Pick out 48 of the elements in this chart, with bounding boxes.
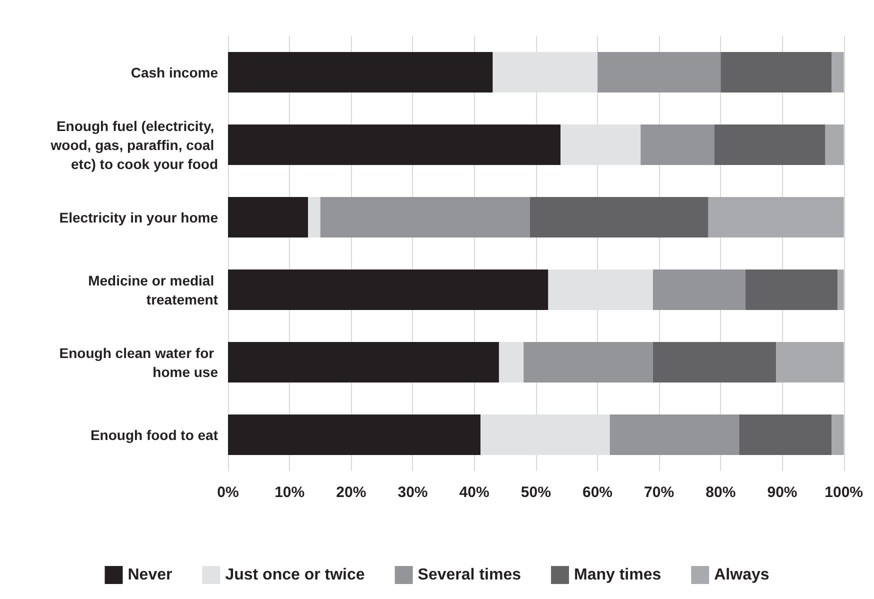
y-tick-label: Medicine or medial treatement <box>88 272 218 308</box>
x-tick-label: 40% <box>459 484 490 501</box>
bar <box>832 52 844 93</box>
x-tick-label: 10% <box>274 484 305 501</box>
bar <box>745 269 838 310</box>
x-tick-label: 50% <box>520 484 551 501</box>
bar <box>739 414 832 456</box>
x-tick-label: 20% <box>336 484 366 501</box>
x-tick-label: 30% <box>398 484 428 501</box>
x-tick-label: 80% <box>706 484 736 501</box>
bar <box>228 269 548 310</box>
bar <box>832 414 844 456</box>
bar <box>652 269 746 310</box>
bar <box>597 52 721 93</box>
legend-label: Many times <box>574 566 662 584</box>
bar <box>838 269 844 310</box>
y-tick-label: Electricity in your home <box>59 209 218 226</box>
bar <box>652 342 776 383</box>
bar <box>524 342 653 383</box>
bar <box>720 52 832 93</box>
bar <box>708 196 844 238</box>
y-tick-label: Enough clean water for home use <box>59 344 218 380</box>
legend-label: Always <box>714 566 770 584</box>
bar <box>228 52 493 93</box>
bar <box>825 124 844 166</box>
bar <box>530 196 708 238</box>
bar <box>776 342 844 383</box>
bar <box>228 124 561 166</box>
bar <box>228 342 499 383</box>
bar <box>640 124 714 166</box>
bar <box>228 414 480 456</box>
x-tick-label: 100% <box>824 484 864 501</box>
x-tick-label: 90% <box>767 484 798 501</box>
x-tick-label: 70% <box>644 484 674 501</box>
legend-label: Several times <box>418 566 522 584</box>
bar <box>308 196 320 238</box>
y-tick-label: Enough fuel (electricity, wood, gas, paraffin, coal etc) to cook your food <box>50 118 218 172</box>
x-tick-label: 0% <box>217 484 239 501</box>
bar <box>714 124 826 166</box>
bar <box>228 196 308 238</box>
bar <box>498 342 524 383</box>
legend-label: Never <box>128 566 172 584</box>
y-tick-label: Enough food to eat <box>90 426 218 443</box>
x-tick-label: 60% <box>582 484 613 501</box>
bar <box>320 196 530 238</box>
legend-label: Just once or twice <box>225 566 365 584</box>
bar <box>610 414 740 456</box>
y-tick-label: Cash income <box>130 64 218 80</box>
